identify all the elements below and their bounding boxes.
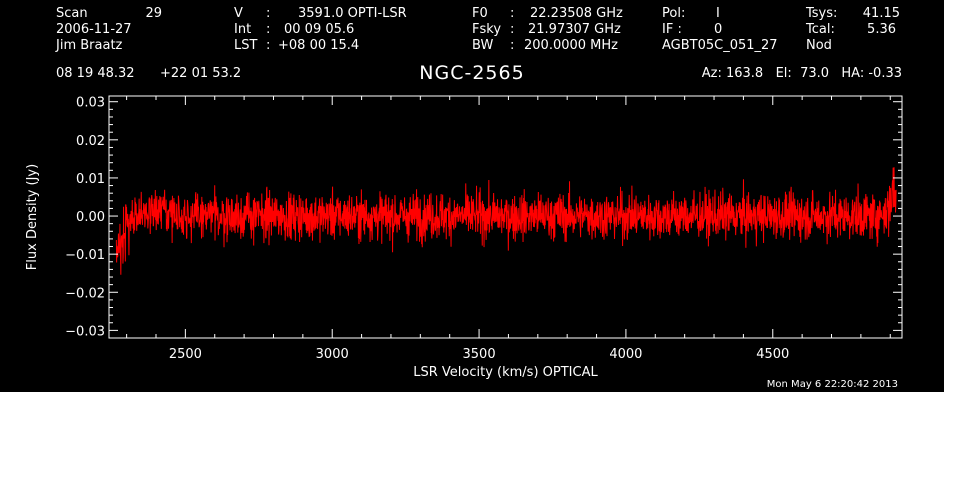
x-axis-label: LSR Velocity (km/s) OPTICAL [413, 365, 598, 380]
observing-mode: Nod [806, 38, 832, 53]
sky-frequency: 21.97307 GHz [528, 22, 621, 37]
y-tick-label: 0.02 [76, 134, 105, 149]
if-label: IF : [662, 22, 682, 37]
spectrum-trace [115, 167, 897, 275]
x-tick-label: 4500 [756, 347, 789, 362]
scan-number: 29 [145, 6, 162, 21]
x-tick-label: 4000 [609, 347, 642, 362]
fsky-label: Fsky [472, 22, 502, 37]
y-tick-label: −0.03 [65, 324, 105, 339]
bw-label: BW [472, 38, 494, 53]
pol-label: Pol: [662, 6, 686, 21]
project-id: AGBT05C_051_27 [662, 38, 778, 53]
bw-sep: : [510, 38, 515, 53]
tcal-value: 5.36 [867, 22, 896, 37]
axes-layer: 2500 3000 3500 4000 4500 −0.03 −0.02 −0.01 0.00 0… [65, 96, 902, 362]
x-tick-label: 2500 [169, 347, 202, 362]
y-tick-label: 0.01 [76, 172, 105, 187]
y-tick-label: 0.00 [76, 210, 105, 225]
velocity-value: 3591.0 OPTI-LSR [298, 6, 407, 21]
tsys-value: 41.15 [862, 6, 900, 21]
chart-title: NGC-2565 [419, 62, 525, 84]
int-label: Int [234, 22, 252, 37]
timestamp: Mon May 6 22:20:42 2013 [766, 379, 898, 390]
spectrum-chart: 2500 3000 3500 4000 4500 −0.03 −0.02 −0.01 0.00 0… [25, 95, 903, 380]
lst-label: LST [234, 38, 258, 53]
f0-sep: : [510, 6, 515, 21]
right-ascension: 08 19 48.32 [56, 66, 135, 81]
lst-value: +08 00 15.4 [278, 38, 360, 53]
spectrum-trace-layer [115, 167, 897, 275]
polarization-value: I [716, 6, 720, 21]
rest-frequency: 22.23508 GHz [530, 6, 623, 21]
bandwidth-value: 200.0000 MHz [524, 38, 618, 53]
lst-sep: : [266, 38, 271, 53]
y-axis-label: Flux Density (Jy) [25, 164, 40, 270]
tsys-label: Tsys: [806, 6, 838, 21]
observer-name: Jim Braatz [56, 38, 123, 53]
tcal-label: Tcal: [806, 22, 835, 37]
if-value: 0 [714, 22, 723, 37]
y-tick-label: 0.03 [76, 96, 105, 111]
fsky-sep: : [510, 22, 515, 37]
x-tick-label: 3500 [463, 347, 496, 362]
az-el-ha: Az: 163.8 El: 73.0 HA: -0.33 [701, 66, 902, 81]
int-sep: : [266, 22, 271, 37]
v-sep: : [266, 6, 271, 21]
v-label: V [234, 6, 243, 21]
y-tick-label: −0.02 [65, 286, 105, 301]
declination: +22 01 53.2 [160, 66, 242, 81]
x-tick-label: 3000 [316, 347, 349, 362]
scan-label: Scan [56, 6, 88, 21]
observation-date: 2006-11-27 [56, 22, 132, 37]
plot-window: Scan 29 2006-11-27 Jim Braatz V : 3591.0… [0, 0, 944, 392]
y-tick-label: −0.01 [65, 248, 105, 263]
integration-time: 00 09 05.6 [284, 22, 355, 37]
f0-label: F0 [472, 6, 488, 21]
plot-frame [108, 95, 903, 339]
